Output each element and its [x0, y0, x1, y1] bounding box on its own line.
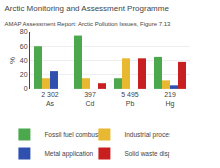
svg-text:Metal application: Metal application	[44, 150, 93, 158]
svg-text:219Hg: 219Hg	[164, 91, 176, 108]
svg-text:5 495Pb: 5 495Pb	[121, 91, 139, 107]
svg-text:80: 80	[20, 28, 28, 35]
svg-text:Arctic Monitoring and Assessme: Arctic Monitoring and Assessment Program…	[4, 4, 169, 13]
svg-text:Fossil fuel combustion: Fossil fuel combustion	[44, 131, 109, 138]
svg-text:AMAP Assessment Report: Arctic: AMAP Assessment Report: Arctic Pollution…	[4, 21, 171, 27]
svg-text:2 302As: 2 302As	[41, 91, 59, 107]
svg-text:Industrial processes: Industrial processes	[124, 131, 169, 139]
svg-text:Solid waste disposal: Solid waste disposal	[124, 150, 169, 158]
svg-text:60: 60	[20, 43, 28, 50]
svg-text:0: 0	[24, 85, 28, 92]
svg-text:40: 40	[20, 57, 28, 64]
svg-text:%: %	[9, 57, 18, 64]
svg-text:20: 20	[20, 71, 28, 78]
svg-text:397Cd: 397Cd	[84, 91, 96, 107]
